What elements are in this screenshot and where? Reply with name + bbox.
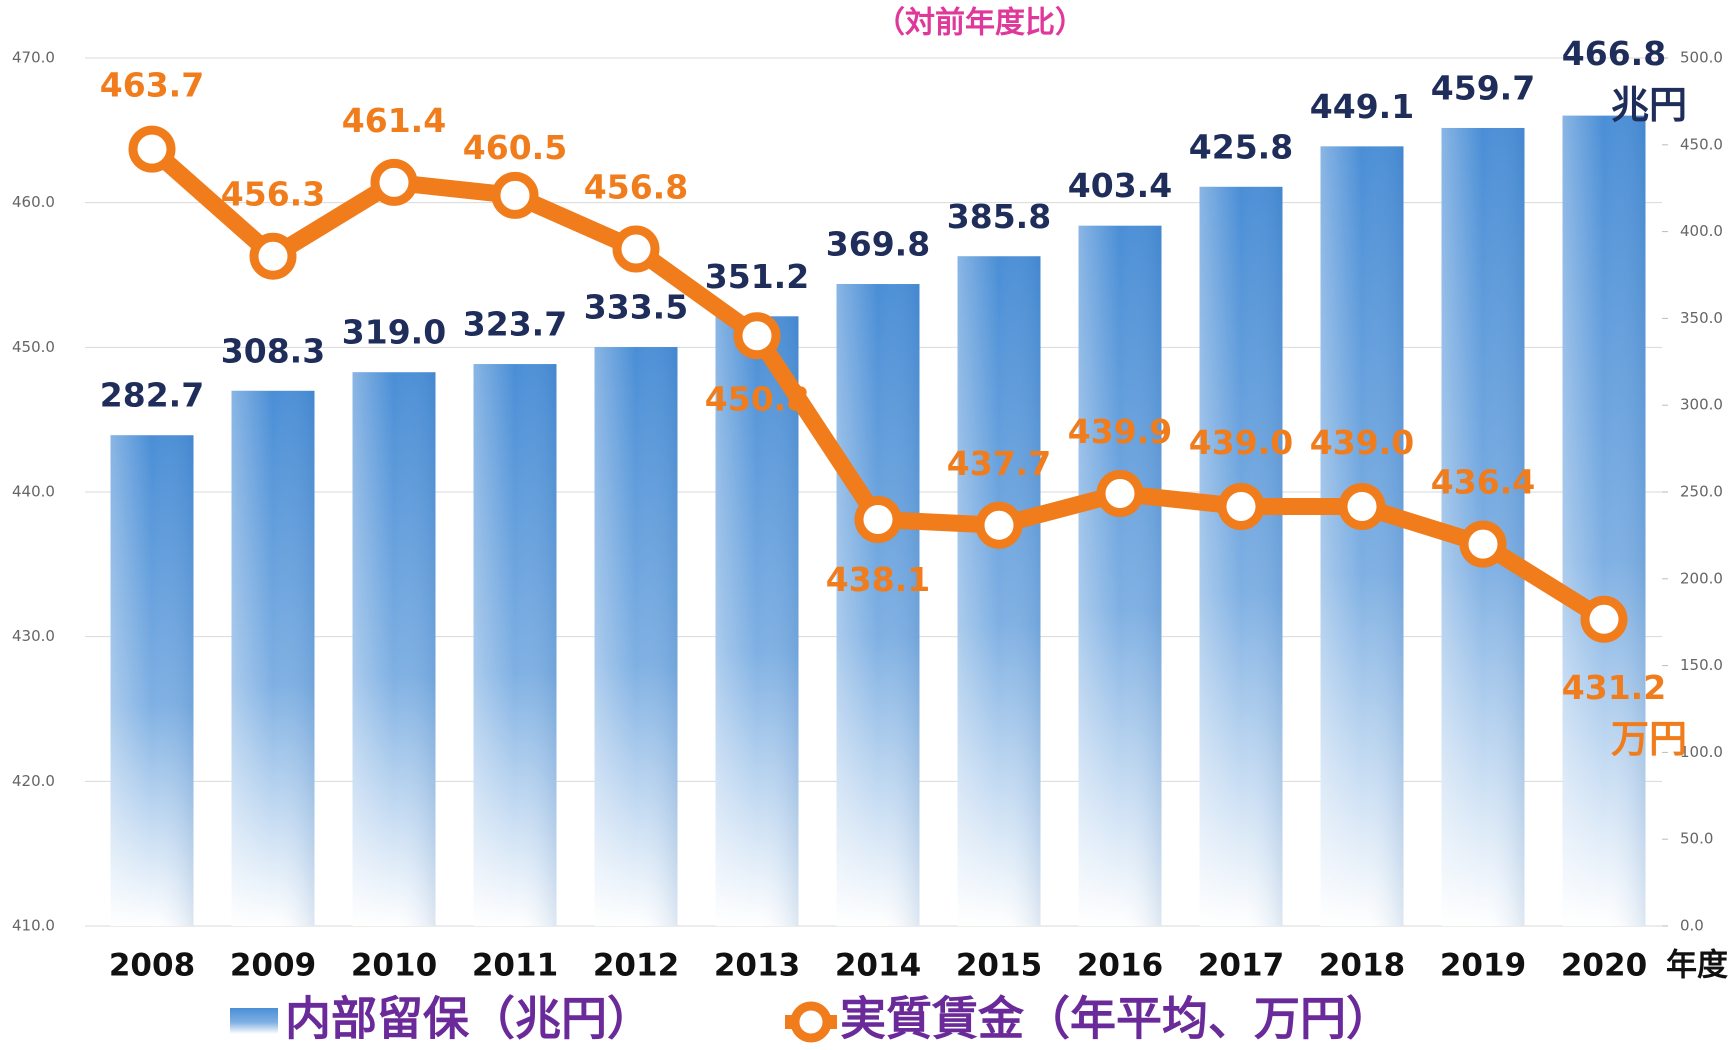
unit-label: 兆円 <box>1611 83 1687 127</box>
bar-shade <box>957 256 1041 926</box>
bar-shade <box>1562 115 1646 927</box>
x-tick-label: 2018 <box>1319 948 1405 984</box>
y2-tick-label: 450.0 <box>1680 135 1723 153</box>
x-tick-label: 2019 <box>1440 948 1526 984</box>
bar-shade <box>352 372 436 926</box>
x-tick-label: 2009 <box>230 948 316 984</box>
x-tick-label: 2008 <box>109 948 195 984</box>
x-tick-label: 2012 <box>593 948 679 984</box>
data-label: 459.7 <box>1431 68 1535 107</box>
line-marker <box>975 501 1023 549</box>
y2-tick-label: 400.0 <box>1680 222 1723 240</box>
y2-tick-label: 50.0 <box>1680 830 1713 848</box>
unit-label: 万円 <box>1611 717 1687 761</box>
y-tick-label: 410.0 <box>12 917 55 935</box>
line-marker <box>1580 595 1628 643</box>
data-label: 466.8 <box>1562 34 1666 73</box>
data-label: 461.4 <box>342 101 446 140</box>
data-label: 463.7 <box>100 66 204 105</box>
data-label: 425.8 <box>1189 127 1293 166</box>
x-tick-label: 2015 <box>956 948 1042 984</box>
bar-shade <box>110 435 194 926</box>
legend-swatch <box>230 1008 278 1034</box>
y2-tick-label: 250.0 <box>1680 483 1723 501</box>
data-label: 439.9 <box>1068 412 1172 451</box>
line-marker <box>370 158 418 206</box>
y-tick-label: 460.0 <box>12 193 55 211</box>
bar-shade <box>1078 225 1162 926</box>
bar-shade <box>1320 146 1404 926</box>
bar-shade <box>1199 186 1283 926</box>
line-marker <box>612 225 660 273</box>
x-tick-label: 2016 <box>1077 948 1163 984</box>
x-tick-label: 2011 <box>472 948 558 984</box>
y-tick-label: 440.0 <box>12 483 55 501</box>
x-tick-label: 2010 <box>351 948 437 984</box>
x-tick-label: 2017 <box>1198 948 1284 984</box>
line-marker <box>491 171 539 219</box>
data-label: 437.7 <box>947 444 1051 483</box>
data-label: 282.7 <box>100 376 204 415</box>
data-label: 369.8 <box>826 225 930 264</box>
data-label: 385.8 <box>947 197 1051 236</box>
data-label: 449.1 <box>1310 87 1414 126</box>
data-label: 308.3 <box>221 331 325 370</box>
line-marker <box>1217 482 1265 530</box>
y-tick-label: 450.0 <box>12 338 55 356</box>
legend-marker <box>790 1001 832 1043</box>
bar-shade <box>836 284 920 926</box>
data-label: 439.0 <box>1310 423 1414 462</box>
y-tick-label: 430.0 <box>12 627 55 645</box>
y-tick-label: 470.0 <box>12 49 55 67</box>
line-marker <box>128 125 176 173</box>
data-label: 438.1 <box>826 560 930 599</box>
bar-shade <box>715 316 799 927</box>
line-marker <box>1096 469 1144 517</box>
x-tick-label: 2014 <box>835 948 921 984</box>
line-marker <box>733 312 781 360</box>
data-label: 450.8 <box>705 379 809 418</box>
legend-label: 内部留保（兆円） <box>285 992 653 1046</box>
data-label: 439.0 <box>1189 423 1293 462</box>
y-tick-label: 420.0 <box>12 772 55 790</box>
data-label: 333.5 <box>584 288 688 327</box>
data-label: 460.5 <box>463 128 567 167</box>
bar-shade <box>594 347 678 926</box>
data-label: 351.2 <box>705 257 809 296</box>
data-label: 403.4 <box>1068 166 1172 205</box>
data-label: 323.7 <box>463 305 567 344</box>
y2-tick-label: 300.0 <box>1680 396 1723 414</box>
subtitle: （対前年度比） <box>875 6 1085 41</box>
y2-tick-label: 150.0 <box>1680 656 1723 674</box>
x-tick-label: 2020 <box>1561 948 1647 984</box>
bar-shade <box>473 364 557 927</box>
line-marker <box>1338 482 1386 530</box>
x-unit: 年度 <box>1666 948 1728 984</box>
y2-tick-label: 200.0 <box>1680 569 1723 587</box>
x-tick-label: 2013 <box>714 948 800 984</box>
line-marker <box>1459 520 1507 568</box>
line-marker <box>249 232 297 280</box>
data-label: 456.8 <box>584 167 688 206</box>
y2-tick-label: 0.0 <box>1680 917 1704 935</box>
data-label: 436.4 <box>1431 463 1535 502</box>
line-marker <box>854 495 902 543</box>
bar-shade <box>231 390 315 926</box>
y2-tick-label: 350.0 <box>1680 309 1723 327</box>
y2-tick-label: 100.0 <box>1680 743 1723 761</box>
data-label: 319.0 <box>342 313 446 352</box>
legend-label: 実質賃金（年平均、万円） <box>840 992 1392 1046</box>
y2-tick-label: 500.0 <box>1680 49 1723 67</box>
data-label: 431.2 <box>1562 668 1666 707</box>
data-label: 456.3 <box>221 175 325 214</box>
